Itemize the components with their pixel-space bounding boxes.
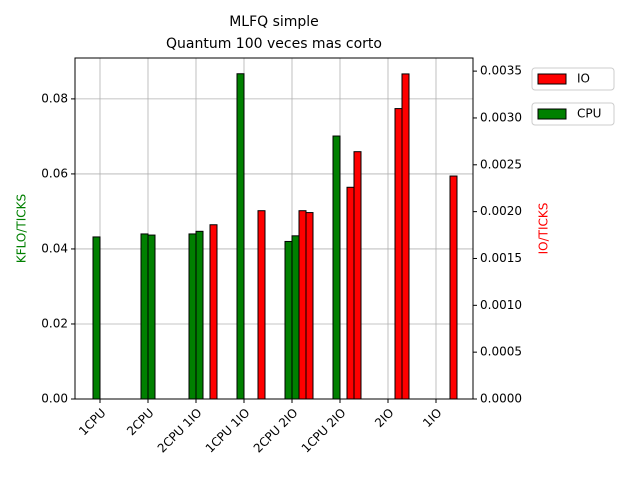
bar — [394, 108, 403, 400]
bar — [209, 224, 218, 400]
x-tick-label: 1CPU — [76, 406, 109, 439]
chart-title: MLFQ simple — [229, 14, 319, 30]
bar — [449, 175, 458, 400]
bar — [236, 73, 245, 400]
y2-tick-label: 0.0010 — [480, 298, 522, 312]
bar — [298, 210, 307, 400]
y2-tick-label: 0.0020 — [480, 204, 522, 218]
y-tick-label: 0.02 — [41, 316, 68, 330]
bar — [346, 186, 355, 400]
x-tick-label: 2CPU — [124, 406, 157, 439]
y2-tick-label: 0.0000 — [480, 392, 522, 406]
y-tick-label: 0.06 — [41, 166, 68, 180]
x-tick-label: 2CPU 1IO — [155, 406, 205, 456]
x-tick-label: 1IO — [420, 406, 444, 430]
bar — [92, 236, 101, 400]
x-tick-label: 2CPU 2IO — [251, 406, 301, 456]
bar — [353, 151, 362, 400]
legend-label: CPU — [577, 107, 601, 121]
y2-tick-label: 0.0005 — [480, 345, 522, 359]
bar — [284, 240, 293, 400]
legend-label: IO — [577, 72, 590, 86]
x-tick-label: 1CPU 2IO — [299, 406, 349, 456]
y2-tick-label: 0.0030 — [480, 110, 522, 124]
y2-axis-label: IO/TICKS — [537, 203, 551, 255]
bar — [257, 210, 266, 400]
bar — [188, 233, 197, 400]
chart-subtitle: Quantum 100 veces mas corto — [166, 36, 382, 52]
plot-frame — [74, 57, 474, 400]
bar — [305, 212, 314, 400]
x-tick-label: 1CPU 1IO — [203, 406, 253, 456]
y-tick-label: 0.00 — [41, 392, 68, 406]
y-axis-label: KFLO/TICKS — [15, 194, 29, 263]
y2-tick-label: 0.0025 — [480, 157, 522, 171]
bar — [195, 230, 204, 400]
bar — [332, 135, 341, 400]
y-tick-label: 0.04 — [41, 241, 68, 255]
x-tick-label: 2IO — [372, 406, 396, 430]
y2-tick-label: 0.0035 — [480, 64, 522, 78]
y2-tick-label: 0.0015 — [480, 251, 522, 265]
bar — [140, 233, 149, 400]
bar — [291, 235, 300, 400]
legend-swatch — [537, 73, 567, 85]
bar — [147, 234, 156, 400]
y-tick-label: 0.08 — [41, 91, 68, 105]
legend-swatch — [537, 108, 567, 120]
bar — [401, 73, 410, 400]
